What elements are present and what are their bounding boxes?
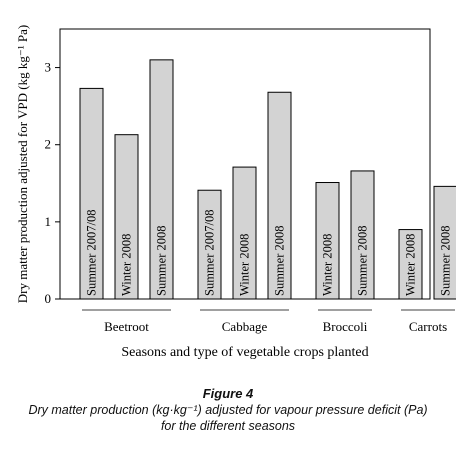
bar-label: Summer 2008 [155,226,169,296]
y-tick-label: 2 [45,137,52,152]
y-tick-label: 1 [45,214,52,229]
y-tick-label: 0 [45,291,52,306]
group-label: Beetroot [104,319,149,334]
bar [433,185,456,300]
bar [197,189,222,300]
bar-label: Winter 2008 [120,234,134,296]
bar-label: Winter 2008 [321,234,335,296]
bar-label: Summer 2007/08 [85,210,99,296]
bar [398,229,423,300]
bar-label: Summer 2008 [356,226,370,296]
bar-label: Summer 2008 [273,226,287,296]
group-label: Carrots [409,319,447,334]
bars: Summer 2007/08 Winter 2008 Summer 2008 Summ… [79,59,456,300]
bar [114,134,139,300]
y-axis-label: Dry matter production adjusted for VPD (… [15,25,30,303]
bar [79,87,104,300]
group-label: Broccoli [323,319,368,334]
bar [267,91,292,300]
bar-label: Winter 2008 [238,234,252,296]
bar [315,182,340,300]
bar-label: Summer 2008 [439,226,453,296]
bar [149,59,174,300]
figure-caption-line1: Dry matter production (kg·kg⁻¹) adjusted… [28,403,428,417]
y-tick-label: 3 [45,60,52,75]
bar [350,170,375,300]
bar-label: Winter 2008 [404,234,418,296]
group-labels: Beetroot Cabbage Broccoli Carrots [82,309,455,334]
figure-caption-title: Figure 4 [202,386,254,401]
bar [232,166,257,300]
group-label: Cabbage [222,319,268,334]
x-axis-label: Seasons and type of vegetable crops plan… [121,345,368,360]
bar-label: Summer 2007/08 [203,210,217,296]
y-axis: 0 1 2 3 [45,60,60,306]
figure-caption-line2: for the different seasons [160,419,296,433]
